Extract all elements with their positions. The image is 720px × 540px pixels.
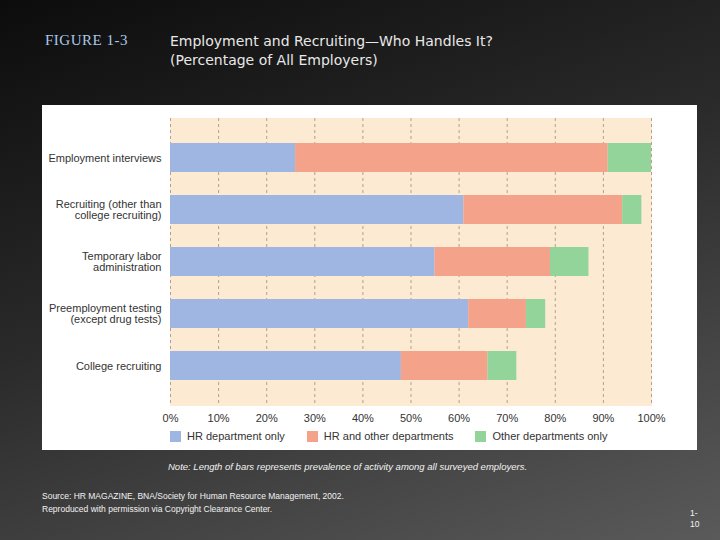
svg-text:80%: 80%	[544, 412, 566, 424]
svg-text:0%: 0%	[163, 412, 179, 424]
svg-text:10%: 10%	[208, 412, 230, 424]
svg-text:Temporary laboradministration: Temporary laboradministration	[82, 250, 162, 273]
svg-text:100%: 100%	[637, 412, 665, 424]
svg-text:Employment interviews: Employment interviews	[48, 152, 162, 164]
html-text:1- 10: 1- 10	[690, 508, 700, 529]
html-text:HR and other departments: HR and other departments	[323, 430, 454, 442]
svg-text:70%: 70%	[496, 412, 518, 424]
svg-text:Recruiting (other thancollege: Recruiting (other thancollege recruiting…	[56, 198, 162, 221]
svg-text:Preemployment testing(except d: Preemployment testing(except drug tests)	[49, 302, 162, 325]
svg-text:50%: 50%	[400, 412, 422, 424]
svg-text:90%: 90%	[592, 412, 614, 424]
svg-text:60%: 60%	[448, 412, 470, 424]
html-text:Other departments only: Other departments only	[492, 430, 608, 442]
html-text:FIGURE 1-3: FIGURE 1-3	[45, 32, 128, 48]
svg-text:College recruiting: College recruiting	[76, 360, 162, 372]
svg-text:30%: 30%	[304, 412, 326, 424]
html-text:Employment and Recruiting—Who: Employment and Recruiting—Who Handles It…	[170, 33, 493, 49]
html-text:Note: Length of bars represent: Note: Length of bars represents prevalen…	[168, 461, 528, 472]
svg-text:20%: 20%	[256, 412, 278, 424]
html-text:HR department only: HR department only	[187, 430, 285, 442]
svg-text:40%: 40%	[352, 412, 374, 424]
html-text:Source: HR MAGAZINE, BNA/Socie: Source: HR MAGAZINE, BNA/Society for Hum…	[42, 491, 344, 514]
html-text:(Percentage of All Employers): (Percentage of All Employers)	[170, 52, 378, 68]
